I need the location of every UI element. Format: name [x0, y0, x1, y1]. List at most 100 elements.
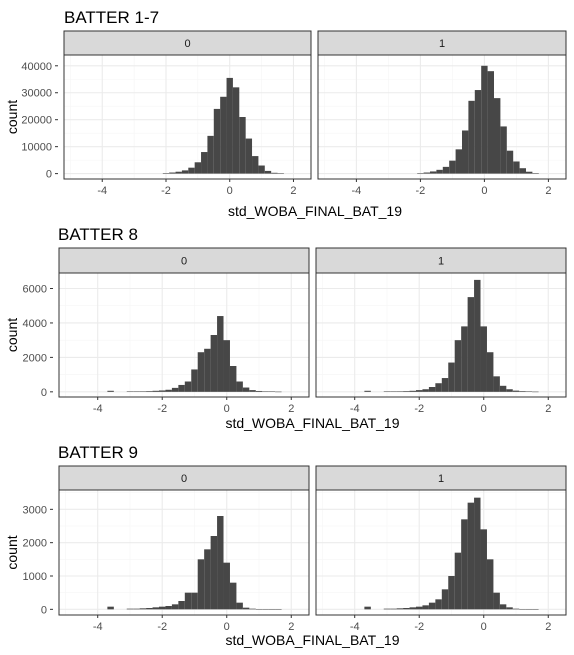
histogram-bar: [242, 387, 250, 392]
y-axis-label: count: [4, 535, 20, 569]
y-tick-label: 2000: [23, 352, 47, 364]
x-tick-label: 2: [545, 403, 551, 415]
histogram-bar: [416, 390, 423, 392]
histogram-bar: [454, 552, 462, 610]
x-tick-label: 2: [545, 185, 551, 197]
plot-background: [316, 490, 566, 615]
histogram-bar: [448, 576, 455, 610]
histogram-bar: [268, 391, 276, 392]
histogram-bar: [178, 384, 185, 392]
histogram-bar: [422, 605, 429, 610]
histogram-bar: [525, 609, 533, 610]
histogram-bar: [255, 390, 263, 392]
x-tick-label: -2: [157, 621, 167, 633]
histogram-bar: [480, 326, 487, 392]
histogram-bar: [229, 582, 237, 610]
x-tick-label: -4: [352, 185, 362, 197]
histogram-bar: [526, 171, 533, 174]
histogram-bar: [165, 389, 172, 392]
histogram-bar: [139, 608, 147, 610]
y-tick-label: 4000: [23, 318, 47, 330]
histogram-bar: [525, 391, 533, 392]
histogram-bar: [428, 387, 436, 392]
histogram-bar: [383, 391, 391, 392]
histogram-bar: [416, 606, 423, 610]
histogram-bar: [486, 352, 494, 392]
x-tick-label: 0: [224, 403, 230, 415]
histogram-bar: [107, 390, 114, 392]
histogram-bar: [191, 369, 198, 392]
histogram-bar: [197, 352, 205, 392]
x-tick-label: -4: [350, 403, 360, 415]
histogram-bar: [204, 348, 211, 392]
histogram-bar: [435, 383, 442, 392]
histogram-bar: [455, 149, 462, 174]
histogram-bar: [133, 608, 140, 610]
y-tick-label: 40000: [21, 61, 52, 73]
histogram-bar: [249, 390, 256, 392]
histogram-bar: [236, 602, 243, 610]
histogram-bar: [236, 381, 243, 392]
histogram-bar: [430, 171, 437, 174]
histogram-bar: [194, 162, 202, 174]
x-tick-label: -2: [157, 403, 167, 415]
chart-title: BATTER 9: [58, 443, 138, 462]
histogram-bar: [519, 168, 526, 174]
histogram-bar: [249, 608, 256, 610]
histogram-bar: [275, 609, 282, 610]
histogram-bar: [462, 130, 469, 174]
histogram-bar: [442, 166, 450, 174]
histogram-bar: [165, 606, 172, 610]
histogram-bar: [396, 391, 404, 392]
x-tick-label: -4: [97, 185, 107, 197]
chart-2: BATTER 8 count 0 2000 4000 6000 0 -4 -2 0 2 1 -4 -2 0 2…: [4, 225, 567, 431]
x-tick-label: 2: [545, 621, 551, 633]
histogram-bar: [217, 316, 224, 392]
histogram-bar: [396, 608, 404, 610]
y-tick-label: 3000: [23, 504, 47, 516]
facet-panel-1: 1 -4 -2 0 2: [317, 30, 567, 197]
y-tick-label: 2000: [23, 538, 47, 550]
histogram-bar: [441, 378, 449, 392]
chart-1: BATTER 1-7 count 0 10000 20000 30000 40000 0 -4 -…: [4, 8, 567, 219]
histogram-bar: [213, 108, 221, 174]
histogram-bar: [409, 390, 416, 392]
histogram-bar: [486, 559, 494, 610]
histogram-bar: [435, 599, 442, 610]
histogram-bar: [146, 608, 153, 610]
histogram-bar: [436, 169, 443, 174]
x-tick-label: 2: [288, 621, 294, 633]
plot-background: [64, 55, 311, 179]
facet-strip: [63, 30, 312, 56]
y-tick-label: 20000: [21, 115, 52, 127]
histogram-bar: [171, 387, 179, 392]
histogram-bar: [264, 170, 272, 174]
histogram-bar: [499, 604, 507, 610]
facet-strip-label: 1: [438, 256, 444, 268]
x-tick-label: 0: [481, 621, 487, 633]
y-axis-label: count: [4, 100, 20, 134]
histogram-bar: [255, 609, 263, 610]
histogram-bar: [181, 170, 189, 174]
histogram-bar: [107, 606, 114, 610]
facet-strip-label: 1: [438, 473, 444, 485]
facet-strip-label: 0: [184, 38, 190, 50]
histogram-bar: [126, 608, 134, 610]
facet-panel-0: 0 -4 -2 0 2: [58, 465, 310, 633]
histogram-bar: [403, 391, 410, 392]
histogram-bar: [197, 559, 205, 610]
histogram-bar: [223, 340, 230, 392]
histogram-bar: [210, 335, 218, 392]
histogram-bar: [262, 391, 269, 392]
x-tick-label: -4: [93, 621, 103, 633]
histogram-bar: [239, 117, 246, 174]
histogram-bar: [512, 390, 520, 392]
histogram-bar: [126, 391, 134, 392]
histogram-bar: [474, 497, 481, 610]
histogram-bar: [519, 609, 526, 610]
panel-border: [58, 489, 310, 616]
histogram-bar: [191, 592, 198, 610]
histogram-bar: [513, 161, 520, 174]
histogram-bar: [474, 279, 481, 392]
